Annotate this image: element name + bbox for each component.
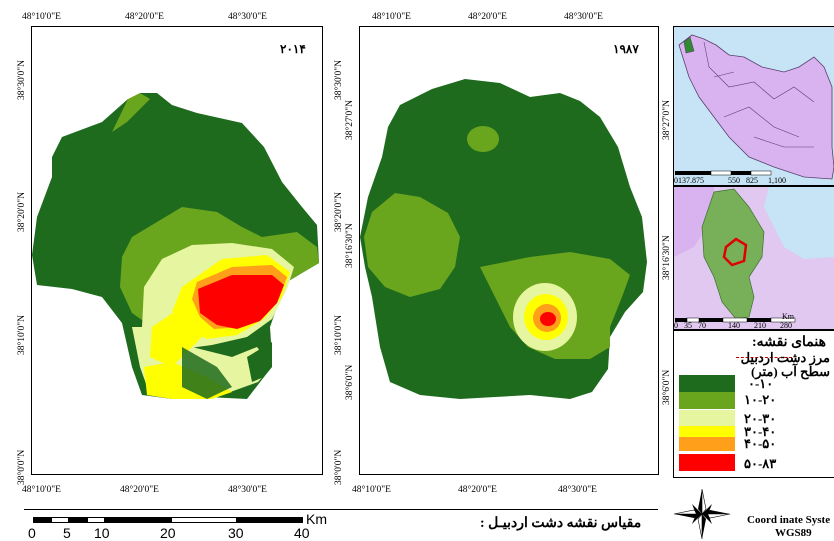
map-2014-year-label: ۲۰۱۴ [280,42,306,56]
ardabil-scale-tick-4: 210 [754,321,766,330]
north-arrow-icon [673,488,731,540]
right-bottom-tick-3: 48°30'0"E [558,485,597,495]
legend-swatch-0-10 [679,375,735,392]
middle-lat-tick-1: 38°30'0"N [334,60,344,100]
right-top-tick-1: 48°10'0"E [372,12,411,22]
iran-scale-tick-2: 550 [728,176,740,185]
scale-seg-7 [237,517,303,523]
right-top-tick-2: 48°20'0"E [468,12,507,22]
left-bottom-tick-1: 48°10'0"E [22,485,61,495]
scale-tick-10: 10 [94,525,110,541]
middle-lat-tick-5: 38°10'0"N [334,315,344,355]
scale-tick-0: 0 [28,525,36,541]
scale-tick-5: 5 [63,525,71,541]
iran-scale-tick-4: 1,100 [768,176,786,185]
legend-swatch-20-30 [679,410,735,427]
legend-swatch-50-83 [679,454,735,471]
legend-boundary-label: مرز دشت اردبیل [740,350,830,365]
iran-provinces-map [675,34,834,180]
middle-lat-tick-7: 38°0'0"N [334,449,344,485]
left-top-tick-2: 48°20'0"E [125,12,164,22]
scale-seg-6 [171,517,237,523]
scale-tick-20: 20 [160,525,176,541]
ardabil-scale-tick-2: 70 [698,321,706,330]
inset-ardabil-lat-tick: 38°16'30"N [662,235,672,280]
legend-label-20-30: ۲۰-۳۰ [744,411,777,426]
map-1987-year-label: ۱۹۸۷ [613,42,639,56]
middle-lat-tick-4: 38°16'30"N [345,223,355,268]
left-top-tick-3: 48°30'0"E [228,12,267,22]
inset-iran-frame: 0137.875 550 825 1,100 [673,26,834,186]
scale-seg-4 [87,517,105,523]
legend-lat-tick: 38°6'0"N [662,369,672,405]
map-1987-zone-50-83 [540,312,556,326]
scale-unit: Km [306,511,327,527]
legend-label-30-40: ۳۰-۴۰ [744,424,777,439]
scale-tick-40: 40 [294,525,310,541]
coordinate-system-datum: WGS89 [775,527,812,539]
legend-label-40-50: ۴۰-۵۰ [744,436,777,451]
legend-label-10-20: ۱۰-۲۰ [744,392,777,407]
scale-tick-30: 30 [228,525,244,541]
scale-seg-1 [33,517,51,523]
scale-seg-2 [51,517,69,523]
scale-seg-5 [105,517,171,523]
legend-swatch-40-50 [679,437,735,451]
left-lat-tick-3: 38°10'0"N [17,315,27,355]
ardabil-province-map [674,187,834,323]
iran-scale-tick-1: 0137.875 [674,176,704,185]
map-2014-plain [32,93,319,399]
middle-lat-tick-2: 38°27'0"N [345,100,355,140]
right-bottom-tick-2: 48°20'0"E [458,485,497,495]
legend-title: هنمای نقشه: [751,335,826,350]
legend-label-0-10: ۰-۱۰ [748,376,774,391]
ardabil-scale-tick-3: 140 [728,321,740,330]
ardabil-scale-tick-1: 35 [684,321,692,330]
coordinate-system-label: Coord inate Syste [747,514,831,526]
middle-lat-tick-3: 38°20'0"N [334,192,344,232]
iran-scale-tick-3: 825 [746,176,758,185]
scale-seg-3 [69,517,87,523]
left-lat-tick-4: 38°0'0"N [17,449,27,485]
inset-iran-lat-tick: 38°27'0"N [662,100,672,140]
map-1987-plain [360,79,647,399]
left-bottom-tick-3: 48°30'0"E [228,485,267,495]
scale-box-frame [24,509,658,541]
ardabil-scale-unit: Km [782,312,794,321]
map-1987-northern-patch [467,126,499,152]
legend-depth-title: سطح آب (متر) [750,364,830,379]
left-bottom-tick-2: 48°20'0"E [120,485,159,495]
ardabil-scale-tick-5: 280 [780,321,792,330]
legend-boundary-line [736,357,792,358]
ardabil-scale-tick-0: 0 [674,321,678,330]
left-lat-tick-2: 38°20'0"N [17,192,27,232]
right-top-tick-3: 48°30'0"E [564,12,603,22]
scale-title: مقیاس نقشه دشت اردبیـل : [480,516,642,531]
left-top-tick-1: 48°10'0"E [22,12,61,22]
legend-swatch-10-20 [679,392,735,409]
left-lat-tick-1: 38°30'0"N [17,60,27,100]
right-bottom-tick-1: 48°10'0"E [352,485,391,495]
legend-label-50-83: ۵۰-۸۳ [744,456,777,471]
main-scale-bar [33,517,303,523]
inset-ardabil-frame: 0 35 70 140 210 280 Km [673,186,834,330]
middle-lat-tick-6: 38°6'0"N [345,364,355,400]
